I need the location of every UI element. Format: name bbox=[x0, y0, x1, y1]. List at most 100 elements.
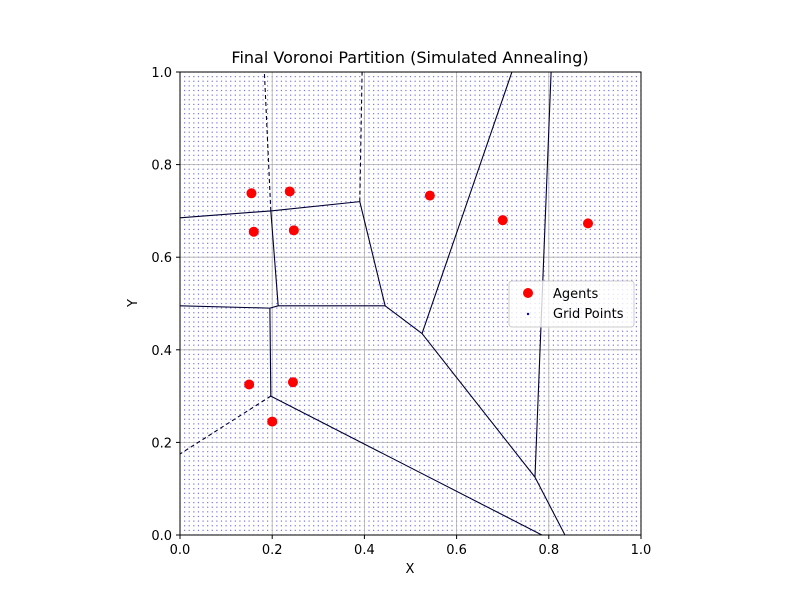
grid-point bbox=[225, 321, 227, 323]
grid-point bbox=[184, 247, 186, 249]
grid-point bbox=[225, 103, 227, 106]
grid-point bbox=[391, 159, 393, 161]
grid-point bbox=[331, 76, 333, 78]
grid-point bbox=[207, 80, 209, 82]
grid-point bbox=[220, 344, 223, 346]
grid-point bbox=[262, 488, 264, 490]
grid-point bbox=[248, 427, 250, 430]
grid-point bbox=[373, 293, 375, 295]
grid-point bbox=[303, 451, 306, 453]
grid-point bbox=[239, 108, 241, 110]
grid-point bbox=[349, 525, 352, 527]
grid-point bbox=[253, 289, 255, 291]
grid-point bbox=[349, 460, 352, 462]
grid-point bbox=[234, 492, 236, 494]
grid-point bbox=[202, 414, 204, 416]
grid-point bbox=[211, 376, 213, 379]
grid-point bbox=[391, 247, 393, 249]
grid-point bbox=[239, 251, 241, 254]
grid-point bbox=[234, 386, 236, 388]
grid-point bbox=[400, 275, 402, 277]
grid-point bbox=[207, 409, 209, 411]
grid-point bbox=[266, 187, 269, 189]
grid-point bbox=[308, 94, 310, 96]
grid-point bbox=[345, 261, 347, 263]
grid-point bbox=[285, 446, 287, 448]
grid-point bbox=[239, 150, 241, 152]
grid-point bbox=[285, 242, 287, 244]
grid-point bbox=[349, 108, 352, 110]
grid-point bbox=[234, 187, 236, 189]
grid-point bbox=[280, 400, 283, 402]
grid-point bbox=[382, 265, 384, 268]
grid-point bbox=[184, 520, 186, 522]
grid-point bbox=[299, 224, 301, 226]
grid-point bbox=[308, 451, 310, 453]
grid-point bbox=[276, 238, 278, 240]
plot-area bbox=[179, 71, 642, 536]
grid-point bbox=[184, 367, 186, 369]
grid-point bbox=[391, 145, 393, 147]
grid-point bbox=[294, 94, 296, 96]
grid-point bbox=[243, 187, 246, 189]
grid-point bbox=[248, 279, 250, 281]
grid-point bbox=[197, 99, 200, 101]
grid-point bbox=[280, 330, 283, 332]
grid-point bbox=[382, 330, 384, 332]
grid-point bbox=[299, 242, 301, 244]
grid-point bbox=[377, 159, 379, 161]
grid-point bbox=[373, 446, 375, 448]
grid-point bbox=[382, 201, 384, 203]
grid-point bbox=[322, 326, 324, 328]
grid-point bbox=[243, 423, 246, 425]
grid-point bbox=[230, 298, 232, 300]
grid-point bbox=[308, 400, 310, 402]
grid-point bbox=[253, 353, 255, 356]
grid-point bbox=[262, 460, 264, 462]
grid-point bbox=[294, 279, 296, 281]
grid-point bbox=[382, 506, 384, 508]
grid-point bbox=[303, 214, 306, 217]
grid-point bbox=[234, 233, 236, 235]
grid-point bbox=[377, 126, 379, 129]
grid-point bbox=[243, 414, 246, 416]
grid-point bbox=[336, 99, 338, 101]
grid-point bbox=[285, 409, 287, 411]
grid-point bbox=[368, 418, 370, 420]
grid-point bbox=[322, 321, 324, 323]
grid-point bbox=[225, 460, 227, 462]
grid-point bbox=[207, 210, 209, 212]
grid-point bbox=[248, 210, 250, 212]
grid-point bbox=[317, 381, 319, 383]
grid-point bbox=[368, 381, 370, 383]
grid-point bbox=[331, 520, 333, 522]
grid-point bbox=[396, 529, 398, 531]
grid-point bbox=[211, 159, 213, 161]
grid-point bbox=[294, 427, 296, 430]
grid-point bbox=[386, 488, 389, 490]
grid-point bbox=[382, 99, 384, 101]
grid-point bbox=[197, 390, 200, 393]
grid-point bbox=[294, 113, 296, 115]
grid-point bbox=[239, 414, 241, 416]
grid-point bbox=[211, 293, 213, 295]
grid-point bbox=[285, 460, 287, 462]
grid-point bbox=[280, 525, 283, 527]
grid-point bbox=[359, 488, 361, 490]
grid-point bbox=[331, 103, 333, 106]
grid-point bbox=[257, 159, 259, 161]
grid-point bbox=[386, 520, 389, 522]
grid-point bbox=[248, 492, 250, 494]
grid-point bbox=[207, 478, 209, 481]
grid-point bbox=[299, 251, 301, 254]
grid-point bbox=[197, 363, 200, 365]
grid-point bbox=[248, 414, 250, 416]
grid-point bbox=[349, 529, 352, 531]
grid-point bbox=[257, 376, 259, 379]
grid-point bbox=[253, 154, 255, 156]
grid-point bbox=[331, 284, 333, 286]
grid-point bbox=[243, 154, 246, 156]
grid-point bbox=[197, 261, 200, 263]
grid-point bbox=[308, 150, 310, 152]
grid-point bbox=[396, 182, 398, 184]
